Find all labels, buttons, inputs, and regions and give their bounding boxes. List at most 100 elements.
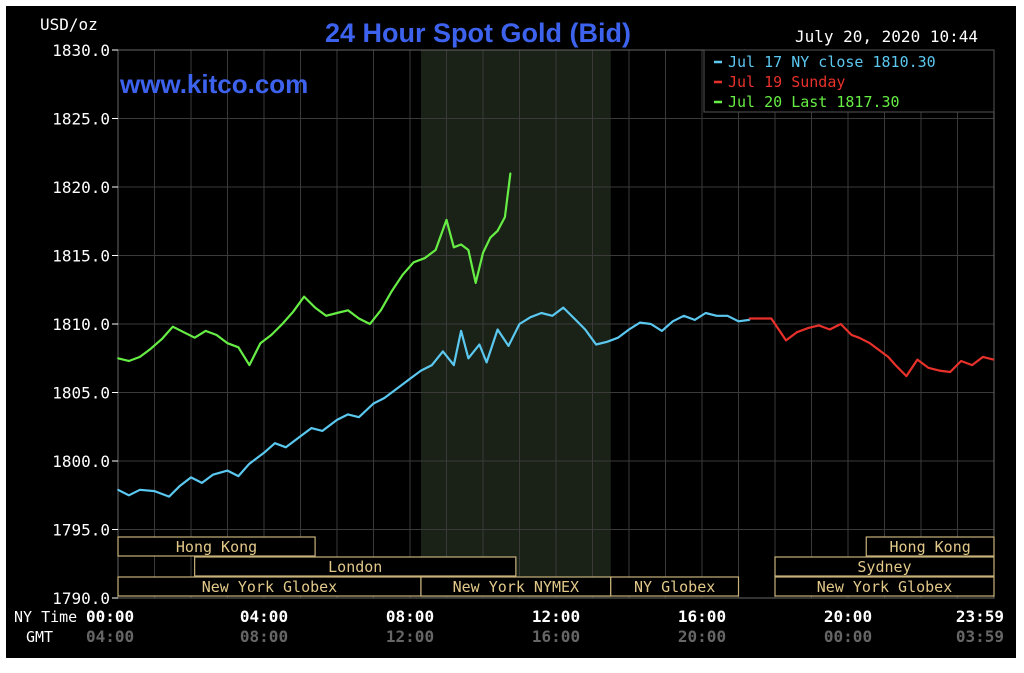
series-point	[949, 371, 952, 373]
series-point	[259, 342, 262, 345]
session-box	[194, 556, 517, 577]
series-point	[347, 413, 349, 416]
series-point	[409, 377, 411, 380]
y-tick-label: 1810.0	[52, 315, 110, 334]
x-tick-label-ny: 08:00	[386, 607, 434, 626]
series-point	[796, 331, 798, 334]
series-point	[270, 334, 273, 336]
series-point	[237, 475, 240, 477]
series-point	[383, 397, 386, 399]
y-tick-label: 1830.0	[52, 41, 110, 60]
y-tick-label: 1790.0	[52, 589, 110, 608]
session-box	[610, 576, 740, 597]
legend-box	[703, 49, 995, 113]
series-point	[452, 246, 455, 249]
series-point	[460, 329, 462, 332]
legend-entry: Jul 20 Last 1817.30	[728, 93, 900, 111]
watermark: www.kitco.com	[119, 69, 308, 99]
series-point	[431, 364, 433, 366]
series-point	[310, 427, 313, 430]
series-point	[806, 327, 809, 330]
series-point	[325, 314, 327, 317]
legend: Jul 17 NY close 1810.30 Jul 19 Sunday Jul …	[703, 49, 995, 113]
series-point	[128, 494, 130, 497]
y-tick-label: 1820.0	[52, 178, 110, 197]
series-point	[482, 251, 484, 254]
series-point	[204, 329, 207, 332]
session-label: Hong Kong	[176, 538, 257, 556]
series-point	[467, 357, 470, 360]
series-point	[160, 338, 163, 340]
series-point	[336, 312, 338, 314]
series-point	[263, 451, 265, 454]
series-point	[828, 328, 831, 331]
session-label: Sydney	[857, 558, 911, 576]
series-point	[562, 306, 565, 309]
series-point	[212, 473, 214, 476]
series-point	[595, 343, 598, 346]
series-point	[420, 369, 422, 372]
series-point	[139, 355, 141, 358]
series-point	[274, 442, 276, 445]
x-tick-label-ny: 20:00	[824, 607, 872, 626]
x-tick-label-ny: 04:00	[240, 607, 288, 626]
x-tick-label-gmt: 16:00	[532, 627, 580, 646]
session-box	[865, 536, 995, 557]
y-tick-label: 1800.0	[52, 452, 110, 471]
session-label: NY Globex	[634, 578, 715, 596]
series-point	[237, 346, 240, 349]
series-point	[379, 309, 382, 312]
series-point	[617, 336, 619, 339]
series-point	[423, 257, 426, 260]
series-point	[496, 328, 499, 331]
series-point	[474, 282, 477, 284]
series-point	[139, 488, 141, 491]
series-point	[639, 321, 641, 324]
x-tick-label-ny: 23:59	[956, 607, 1004, 626]
series-line	[117, 173, 512, 367]
series-point	[314, 306, 316, 309]
series-point	[128, 360, 130, 362]
series-point	[299, 435, 302, 438]
x-tick-label-ny: 12:00	[532, 607, 580, 626]
series-point	[321, 429, 324, 432]
series-point	[770, 317, 773, 320]
legend-entry: Jul 17 NY close 1810.30	[728, 53, 936, 71]
series-point	[660, 329, 663, 332]
series-point	[201, 482, 203, 484]
series-point	[441, 350, 444, 353]
series-point	[879, 350, 882, 353]
series-point	[117, 357, 119, 360]
series-point	[347, 309, 349, 312]
series-point	[394, 388, 397, 391]
series-point	[992, 358, 995, 361]
series-point	[573, 317, 576, 320]
series-point	[452, 364, 455, 366]
series-point	[759, 317, 762, 320]
series-point	[358, 317, 360, 320]
series-point	[215, 334, 218, 336]
series-point	[785, 339, 787, 342]
series-point	[737, 320, 740, 323]
series-point	[390, 290, 393, 293]
series-point	[445, 218, 448, 221]
session-box	[774, 576, 995, 597]
series-point	[509, 172, 512, 175]
series-point	[434, 249, 437, 251]
series-point	[467, 249, 470, 251]
x-tick-label-gmt: 20:00	[678, 627, 726, 646]
y-tick-label: 1815.0	[52, 247, 110, 266]
session-label: New York NYMEX	[453, 578, 579, 596]
series-point	[401, 273, 404, 276]
x-tick-label-gmt: 04:00	[86, 627, 134, 646]
series-point	[671, 320, 674, 323]
session-label: London	[328, 558, 382, 576]
y-unit-label: USD/oz	[40, 15, 98, 34]
session-label: Hong Kong	[889, 538, 970, 556]
series-point	[248, 462, 251, 465]
series-point	[336, 419, 338, 421]
x-tick-label-gmt: 00:00	[824, 627, 872, 646]
series-point	[887, 355, 890, 358]
series-point	[507, 345, 510, 347]
series-point	[496, 229, 499, 232]
